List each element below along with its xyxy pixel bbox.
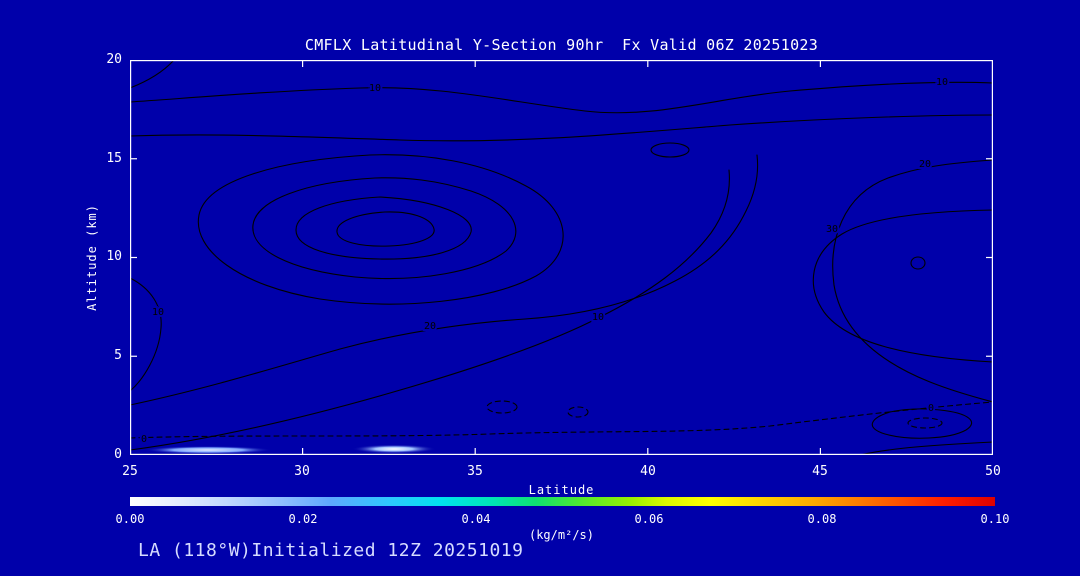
contour-path <box>130 277 162 392</box>
contour-closed <box>295 196 472 260</box>
x-tick-label-50: 50 <box>985 464 1001 479</box>
contour-closed <box>197 154 564 305</box>
contour-plot-area: 10 10 20 30 20 10 10 0 0 <box>130 60 993 455</box>
contour-path <box>832 159 993 403</box>
y-tick-label-5: 5 <box>114 348 122 363</box>
colorbar-tick-0.04: 0.04 <box>461 512 491 526</box>
x-tick-label-30: 30 <box>294 464 310 479</box>
contour-closed <box>871 408 973 439</box>
x-tick-label-40: 40 <box>640 464 656 479</box>
colorbar-tick-0.00: 0.00 <box>115 512 145 526</box>
contour-zero-line <box>130 401 993 439</box>
contour-label: 10 <box>369 83 381 94</box>
contour-path <box>812 209 993 363</box>
contour-closed-small <box>567 406 589 418</box>
contour-path <box>130 81 993 114</box>
plot-frame <box>130 60 993 455</box>
colorbar-tick-0.10: 0.10 <box>980 512 1010 526</box>
x-tick-label-45: 45 <box>812 464 828 479</box>
colorbar-tick-0.02: 0.02 <box>288 512 318 526</box>
contour-label: 0 <box>141 434 147 445</box>
contour-closed-small <box>650 142 690 158</box>
init-annotation: LA (118°W)Initialized 12Z 20251019 <box>138 540 524 561</box>
contour-path <box>130 169 730 451</box>
contour-label: 30 <box>826 224 838 235</box>
x-tick-label-35: 35 <box>467 464 483 479</box>
colorbar-units-label: (kg/m²/s) <box>528 528 595 542</box>
contour-path <box>859 441 993 455</box>
chart-title: CMFLX Latitudinal Y-Section 90hr Fx Vali… <box>304 36 819 54</box>
contour-path <box>130 60 175 89</box>
axis-tick-marks <box>130 60 993 455</box>
contour-label: 10 <box>592 312 604 323</box>
colorbar <box>130 497 995 506</box>
x-tick-label-25: 25 <box>122 464 138 479</box>
contour-lines <box>130 60 993 455</box>
colorbar-tick-0.06: 0.06 <box>634 512 664 526</box>
contour-level-labels: 10 10 20 30 20 10 10 0 0 <box>139 75 950 447</box>
contour-closed-small <box>486 400 518 414</box>
contour-label: 10 <box>152 307 164 318</box>
contour-closed <box>336 211 435 247</box>
contour-path <box>130 114 993 142</box>
contour-path <box>130 154 759 406</box>
contour-label: 0 <box>928 403 934 414</box>
y-tick-label-15: 15 <box>106 151 122 166</box>
y-tick-label-20: 20 <box>106 52 122 67</box>
colorbar-tick-0.08: 0.08 <box>807 512 837 526</box>
contour-label: 20 <box>424 321 436 332</box>
y-tick-label-0: 0 <box>114 447 122 462</box>
contour-closed-small <box>910 256 926 270</box>
surface-streak-mid <box>352 444 436 454</box>
contour-closed-small <box>907 417 943 429</box>
surface-streak-left <box>144 446 272 454</box>
x-axis-label: Latitude <box>528 483 595 497</box>
contour-closed <box>252 177 517 280</box>
contour-label: 20 <box>919 159 931 170</box>
contour-label: 10 <box>936 77 948 88</box>
y-tick-label-10: 10 <box>106 249 122 264</box>
surface-flux-streaks <box>144 444 436 454</box>
